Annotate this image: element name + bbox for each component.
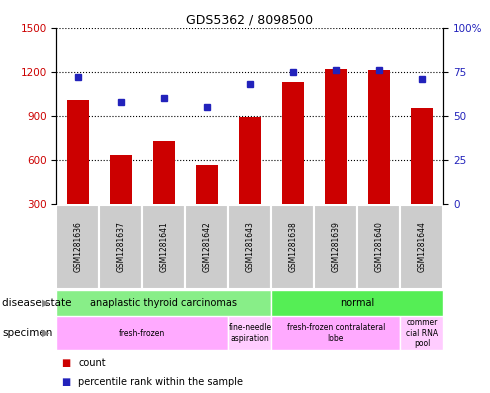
Text: fine-needle
aspiration: fine-needle aspiration	[228, 323, 271, 343]
Bar	[411, 108, 433, 248]
Bar	[110, 155, 132, 248]
Text: GSM1281637: GSM1281637	[116, 222, 125, 272]
Text: specimen: specimen	[2, 328, 53, 338]
Text: commer
cial RNA
pool: commer cial RNA pool	[406, 318, 438, 348]
FancyBboxPatch shape	[56, 205, 99, 289]
FancyBboxPatch shape	[400, 316, 443, 350]
Text: fresh-frozen contralateral
lobe: fresh-frozen contralateral lobe	[287, 323, 385, 343]
FancyBboxPatch shape	[357, 205, 400, 289]
FancyBboxPatch shape	[185, 205, 228, 289]
FancyBboxPatch shape	[400, 205, 443, 289]
Bar	[67, 99, 89, 248]
Text: GSM1281643: GSM1281643	[245, 222, 254, 272]
FancyBboxPatch shape	[228, 205, 271, 289]
Title: GDS5362 / 8098500: GDS5362 / 8098500	[186, 13, 314, 26]
FancyBboxPatch shape	[271, 316, 400, 350]
Bar	[368, 70, 390, 248]
Bar	[196, 165, 218, 248]
Text: disease state: disease state	[2, 298, 72, 308]
Text: normal: normal	[340, 298, 374, 308]
Text: GSM1281636: GSM1281636	[74, 222, 82, 272]
Text: ■: ■	[61, 358, 71, 368]
Text: GSM1281639: GSM1281639	[331, 222, 341, 272]
Text: GSM1281642: GSM1281642	[202, 222, 211, 272]
FancyBboxPatch shape	[143, 205, 185, 289]
Text: GSM1281644: GSM1281644	[417, 222, 426, 272]
Text: count: count	[78, 358, 106, 368]
Bar	[153, 141, 174, 248]
FancyBboxPatch shape	[315, 205, 357, 289]
FancyBboxPatch shape	[99, 205, 143, 289]
Text: percentile rank within the sample: percentile rank within the sample	[78, 376, 244, 387]
Text: anaplastic thyroid carcinomas: anaplastic thyroid carcinomas	[90, 298, 237, 308]
Text: ▶: ▶	[42, 328, 49, 338]
FancyBboxPatch shape	[56, 290, 271, 316]
FancyBboxPatch shape	[56, 316, 228, 350]
FancyBboxPatch shape	[271, 205, 315, 289]
Text: fresh-frozen: fresh-frozen	[119, 329, 166, 338]
FancyBboxPatch shape	[271, 290, 443, 316]
Text: GSM1281641: GSM1281641	[159, 222, 169, 272]
Bar	[325, 70, 346, 248]
Bar	[239, 117, 261, 248]
Text: GSM1281638: GSM1281638	[289, 222, 297, 272]
Text: ■: ■	[61, 376, 71, 387]
Text: ▶: ▶	[42, 298, 49, 308]
FancyBboxPatch shape	[228, 316, 271, 350]
Bar	[282, 82, 304, 248]
Text: GSM1281640: GSM1281640	[374, 222, 384, 272]
